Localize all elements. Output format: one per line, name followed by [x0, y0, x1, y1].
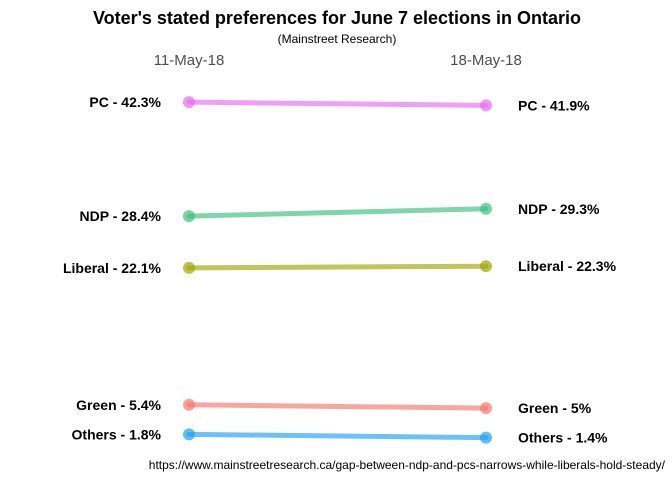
label-ndp-left: NDP - 28.4% — [80, 208, 162, 224]
label-pc-right: PC - 41.9% — [518, 97, 590, 113]
point-liberal-left — [183, 261, 195, 274]
series-line-liberal — [186, 263, 489, 271]
label-liberal-left: Liberal - 22.1% — [63, 260, 162, 276]
label-liberal-right: Liberal - 22.3% — [518, 258, 617, 274]
series-line-pc — [186, 99, 489, 108]
label-green-left: Green - 5.4% — [76, 397, 161, 413]
column-header-left: 11-May-18 — [154, 52, 225, 69]
point-ndp-right — [480, 202, 492, 215]
series-line-others — [186, 431, 489, 441]
point-green-right — [480, 402, 492, 415]
point-liberal-right — [480, 260, 492, 273]
point-pc-left — [183, 96, 195, 109]
point-pc-right — [480, 99, 492, 112]
point-green-left — [183, 398, 195, 411]
label-ndp-right: NDP - 29.3% — [518, 201, 600, 217]
point-ndp-left — [183, 210, 195, 223]
label-green-right: Green - 5% — [518, 400, 592, 416]
chart-subtitle: (Mainstreet Research) — [278, 32, 397, 46]
column-header-right: 18-May-18 — [450, 52, 522, 69]
series-line-green — [186, 402, 489, 411]
label-others-left: Others - 1.8% — [72, 426, 162, 442]
series-line-ndp — [186, 206, 489, 219]
point-others-right — [480, 431, 492, 444]
chart-title: Voter's stated preferences for June 7 el… — [93, 8, 581, 28]
label-others-right: Others - 1.4% — [518, 430, 608, 446]
chart-caption: https://www.mainstreetresearch.ca/gap-be… — [149, 458, 666, 472]
point-others-left — [183, 428, 195, 441]
chart-marks: PC - 42.3% PC - 41.9% NDP - 28.4% NDP - 29.… — [63, 94, 617, 445]
label-pc-left: PC - 42.3% — [89, 94, 161, 110]
